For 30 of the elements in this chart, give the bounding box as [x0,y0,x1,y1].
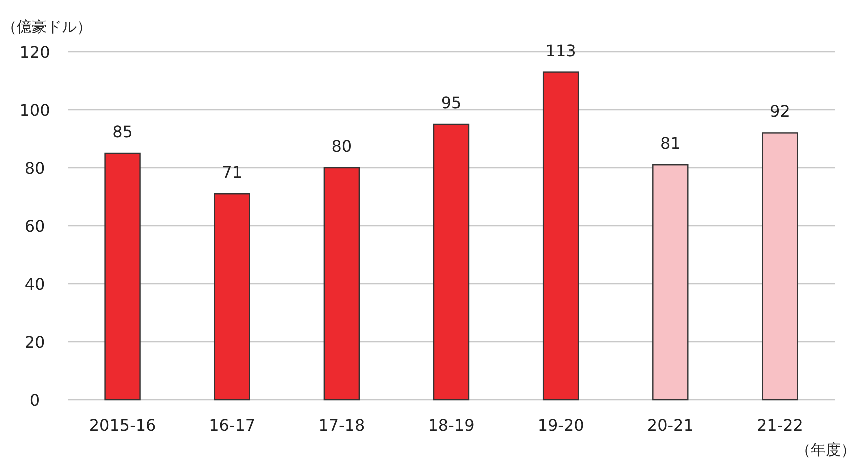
data-label: 80 [332,137,352,156]
y-tick-label: 100 [20,101,50,120]
y-tick-label: 60 [24,217,46,236]
data-label: 113 [546,41,576,60]
bar [542,72,580,401]
data-label: 92 [770,102,790,122]
bar [652,164,689,401]
bar [433,124,470,401]
bar [762,132,798,401]
data-label: 81 [660,134,681,154]
bar [104,152,141,401]
x-tick-label: 18-19 [428,416,475,435]
bar [214,194,250,401]
data-label: 85 [112,122,133,142]
x-tick-label: 20-21 [647,416,694,435]
y-tick-label: 80 [24,159,46,178]
data-label: 71 [222,163,243,182]
x-tick-label: 2015-16 [89,416,156,435]
data-label: 95 [441,94,462,112]
x-tick-label: 19-20 [538,416,584,435]
y-tick-label: 40 [24,275,46,294]
x-tick-label: 17-18 [318,416,366,435]
y-tick-label: 20 [24,333,46,352]
x-tick-label: 16-17 [209,416,256,435]
y-tick-label: 0 [30,391,40,410]
bar [324,167,360,401]
x-axis-title: （年度） [796,441,856,459]
y-axis-title: （億豪ドル） [2,18,92,36]
y-tick-label: 120 [20,43,50,62]
x-tick-label: 21-22 [756,416,804,435]
